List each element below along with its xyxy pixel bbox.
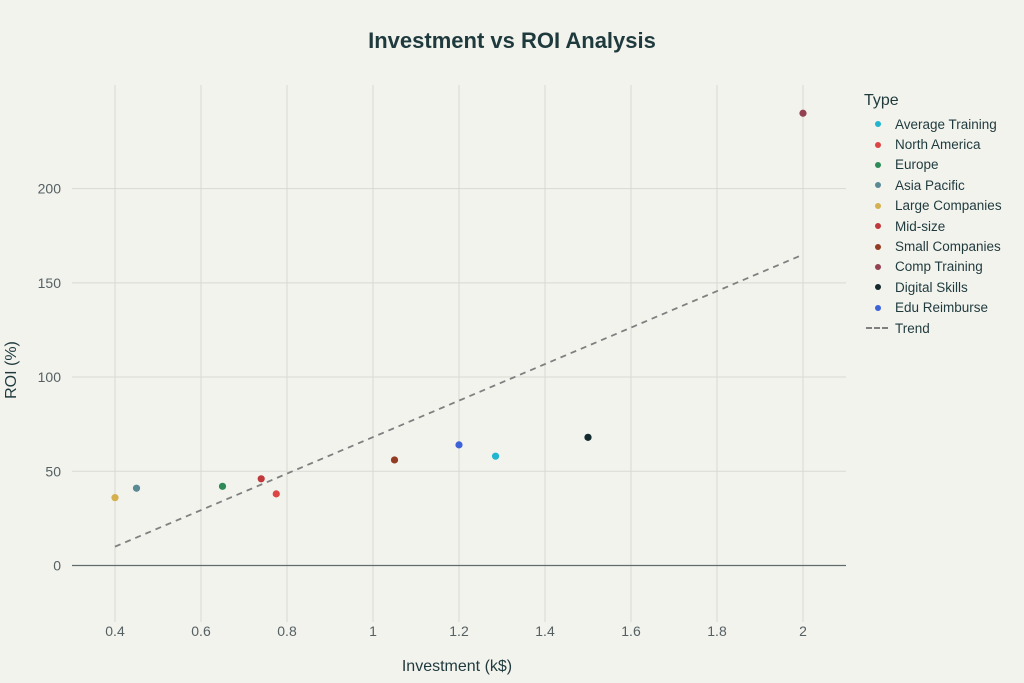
legend-label: Digital Skills: [895, 279, 968, 295]
y-axis-title: ROI (%): [3, 341, 20, 399]
legend-item[interactable]: Average Training: [864, 114, 1002, 134]
legend-dot-marker: [864, 118, 886, 130]
legend-title: Type: [864, 92, 899, 109]
y-tick-label: 50: [45, 463, 61, 479]
x-tick-label: 0.8: [277, 623, 297, 639]
legend-label: Edu Reimburse: [895, 300, 989, 316]
x-tick-label: 0.4: [105, 623, 125, 639]
legend-label: Small Companies: [895, 239, 1001, 255]
legend-label: Asia Pacific: [895, 177, 965, 193]
legend-label: Average Training: [895, 116, 997, 132]
x-tick-label: 1.8: [707, 623, 727, 639]
legend-dot-marker: [864, 261, 886, 273]
legend-item[interactable]: Mid-size: [864, 216, 1002, 236]
data-point: [272, 490, 280, 498]
legend-dot-marker: [864, 200, 886, 212]
legend-label: North America: [895, 137, 981, 153]
y-tick-label: 150: [38, 275, 62, 291]
x-tick-label: 1.6: [621, 623, 641, 639]
legend-item[interactable]: Trend: [864, 318, 1002, 338]
data-point: [390, 456, 399, 464]
data-point: [799, 109, 807, 117]
legend-dot-marker: [864, 302, 886, 314]
legend-label: Trend: [895, 320, 930, 336]
legend-dot-marker: [864, 179, 886, 191]
legend-items: Average Training North America Europe Asia …: [864, 114, 1002, 338]
y-tick-label: 100: [38, 369, 62, 385]
data-point: [455, 441, 463, 449]
legend-dash-marker: [864, 322, 888, 334]
legend-item[interactable]: Large Companies: [864, 196, 1002, 216]
legend: Type Average Training North America Europe…: [864, 92, 1002, 338]
trend-line-group: [114, 253, 804, 548]
legend-item[interactable]: Digital Skills: [864, 277, 1002, 297]
legend-item[interactable]: Edu Reimburse: [864, 298, 1002, 318]
legend-label: Europe: [895, 157, 939, 173]
x-tick-label: 2: [799, 623, 807, 639]
data-point: [584, 433, 592, 441]
data-point: [111, 494, 119, 502]
legend-label: Large Companies: [895, 198, 1002, 214]
data-points: [111, 109, 807, 502]
x-tick-label: 1: [369, 623, 377, 639]
x-tick-label: 1.2: [449, 623, 469, 639]
trend-line: [114, 253, 804, 548]
legend-item[interactable]: North America: [864, 134, 1002, 154]
grid-lines: [72, 85, 846, 622]
chart-title: Investment vs ROI Analysis: [368, 28, 656, 53]
legend-dot-marker: [864, 159, 886, 171]
legend-dot-marker: [864, 220, 886, 232]
legend-item[interactable]: Europe: [864, 155, 1002, 175]
y-tick-label: 200: [38, 181, 62, 197]
legend-label: Comp Training: [895, 259, 983, 275]
legend-dot-marker: [864, 241, 886, 253]
legend-item[interactable]: Asia Pacific: [864, 175, 1002, 195]
data-point: [218, 482, 227, 490]
x-tick-label: 1.4: [535, 623, 555, 639]
legend-item[interactable]: Small Companies: [864, 236, 1002, 256]
legend-dot-marker: [864, 139, 886, 151]
legend-item[interactable]: Comp Training: [864, 257, 1002, 277]
x-axis-title: Investment (k$): [402, 658, 512, 675]
y-tick-label: 0: [53, 557, 61, 573]
data-point: [491, 452, 500, 460]
data-point: [132, 484, 141, 492]
data-point: [257, 475, 265, 483]
x-tick-label: 0.6: [191, 623, 211, 639]
legend-label: Mid-size: [895, 218, 946, 234]
tick-labels: 0.4 0.6 0.8 1 1.2 1.4 1.6 1.8 2 0 50 100 150 200: [38, 181, 807, 639]
legend-dot-marker: [864, 281, 886, 293]
